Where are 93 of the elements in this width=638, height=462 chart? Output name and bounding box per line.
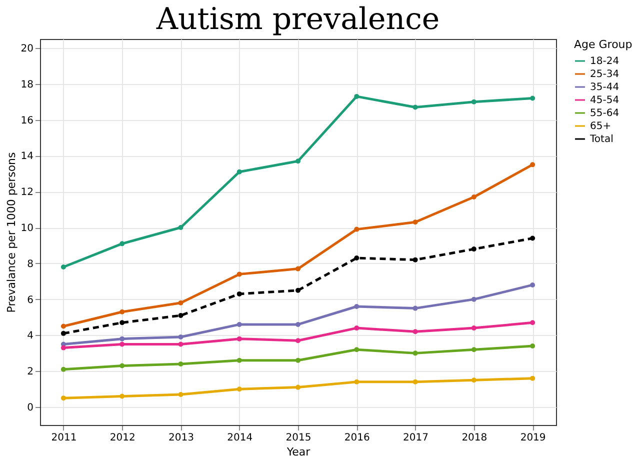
point: [412, 104, 418, 110]
x-tick-label: 2015: [286, 432, 312, 444]
legend-label: Total: [589, 134, 614, 145]
point: [530, 96, 536, 101]
point: [354, 226, 360, 232]
point: [530, 320, 536, 326]
y-tick-label: 12: [20, 187, 34, 198]
point: [60, 264, 66, 270]
point: [296, 338, 300, 344]
point: [178, 300, 184, 306]
point: [178, 392, 184, 397]
y-tick-label: 20: [20, 43, 34, 54]
point: [236, 272, 242, 277]
point: [471, 378, 476, 383]
y-tick-label: 18: [20, 79, 34, 90]
point: [236, 386, 242, 392]
y-tick-label: 14: [20, 151, 34, 162]
point: [354, 326, 360, 331]
point: [120, 336, 125, 342]
legend-label: 35-44: [590, 82, 620, 93]
point: [120, 309, 125, 314]
point: [60, 396, 66, 401]
point: [296, 288, 300, 293]
point: [120, 320, 125, 326]
point: [412, 350, 418, 356]
point: [236, 358, 242, 363]
point: [412, 306, 418, 311]
legend-title: Age Group: [574, 38, 632, 51]
point: [236, 322, 242, 327]
point: [471, 347, 476, 352]
point: [296, 358, 300, 363]
point: [60, 330, 66, 336]
y-tick-label: 6: [27, 294, 34, 306]
x-axis-title: Year: [286, 446, 311, 458]
x-tick-label: 2016: [344, 432, 370, 444]
legend-label: 18-24: [590, 56, 620, 67]
point: [60, 345, 66, 350]
point: [296, 158, 300, 164]
y-tick-label: 16: [20, 115, 34, 126]
y-tick-label: 8: [27, 258, 34, 270]
point: [354, 347, 360, 352]
point: [236, 169, 242, 174]
point: [412, 379, 418, 384]
point: [178, 312, 184, 318]
point: [354, 256, 360, 261]
point: [412, 220, 418, 225]
point: [60, 324, 66, 329]
point: [354, 379, 360, 384]
legend-label: 55-64: [590, 108, 620, 119]
point: [120, 394, 125, 399]
x-tick-label: 2012: [110, 432, 136, 444]
y-tick-label: 10: [20, 223, 34, 234]
point: [120, 342, 125, 347]
point: [296, 384, 300, 390]
y-tick-label: 4: [27, 330, 34, 342]
point: [60, 366, 66, 372]
point: [530, 162, 536, 168]
point: [236, 291, 242, 296]
point: [178, 334, 184, 340]
point: [178, 225, 184, 230]
point: [530, 376, 536, 381]
point: [236, 336, 242, 342]
x-tick-label: 2014: [227, 432, 253, 444]
legend-label: 65+: [590, 121, 612, 132]
point: [471, 194, 476, 200]
point: [471, 326, 476, 331]
x-tick-label: 2017: [403, 432, 428, 444]
x-tick-label: 2013: [168, 432, 194, 444]
point: [354, 304, 360, 309]
legend-label: 25-34: [590, 69, 620, 80]
y-axis-title: Prevalance per 1000 persons: [4, 152, 18, 313]
point: [412, 257, 418, 262]
point: [471, 246, 476, 252]
y-tick-label: 2: [27, 366, 34, 378]
point: [120, 363, 125, 368]
x-tick-label: 2011: [51, 432, 77, 444]
point: [354, 94, 360, 99]
legend-label: 45-54: [590, 95, 620, 106]
point: [530, 344, 536, 348]
y-tick-label: 0: [27, 402, 34, 414]
point: [412, 329, 418, 334]
point: [471, 99, 476, 104]
point: [471, 296, 476, 302]
point: [178, 342, 184, 347]
chart-title: Autism prevalence: [155, 2, 440, 37]
x-tick-label: 2018: [462, 432, 488, 444]
point: [296, 322, 300, 327]
point: [120, 241, 125, 246]
point: [296, 266, 300, 272]
point: [178, 361, 184, 366]
x-tick-label: 2019: [520, 432, 546, 444]
point: [530, 282, 536, 288]
point: [530, 236, 536, 241]
